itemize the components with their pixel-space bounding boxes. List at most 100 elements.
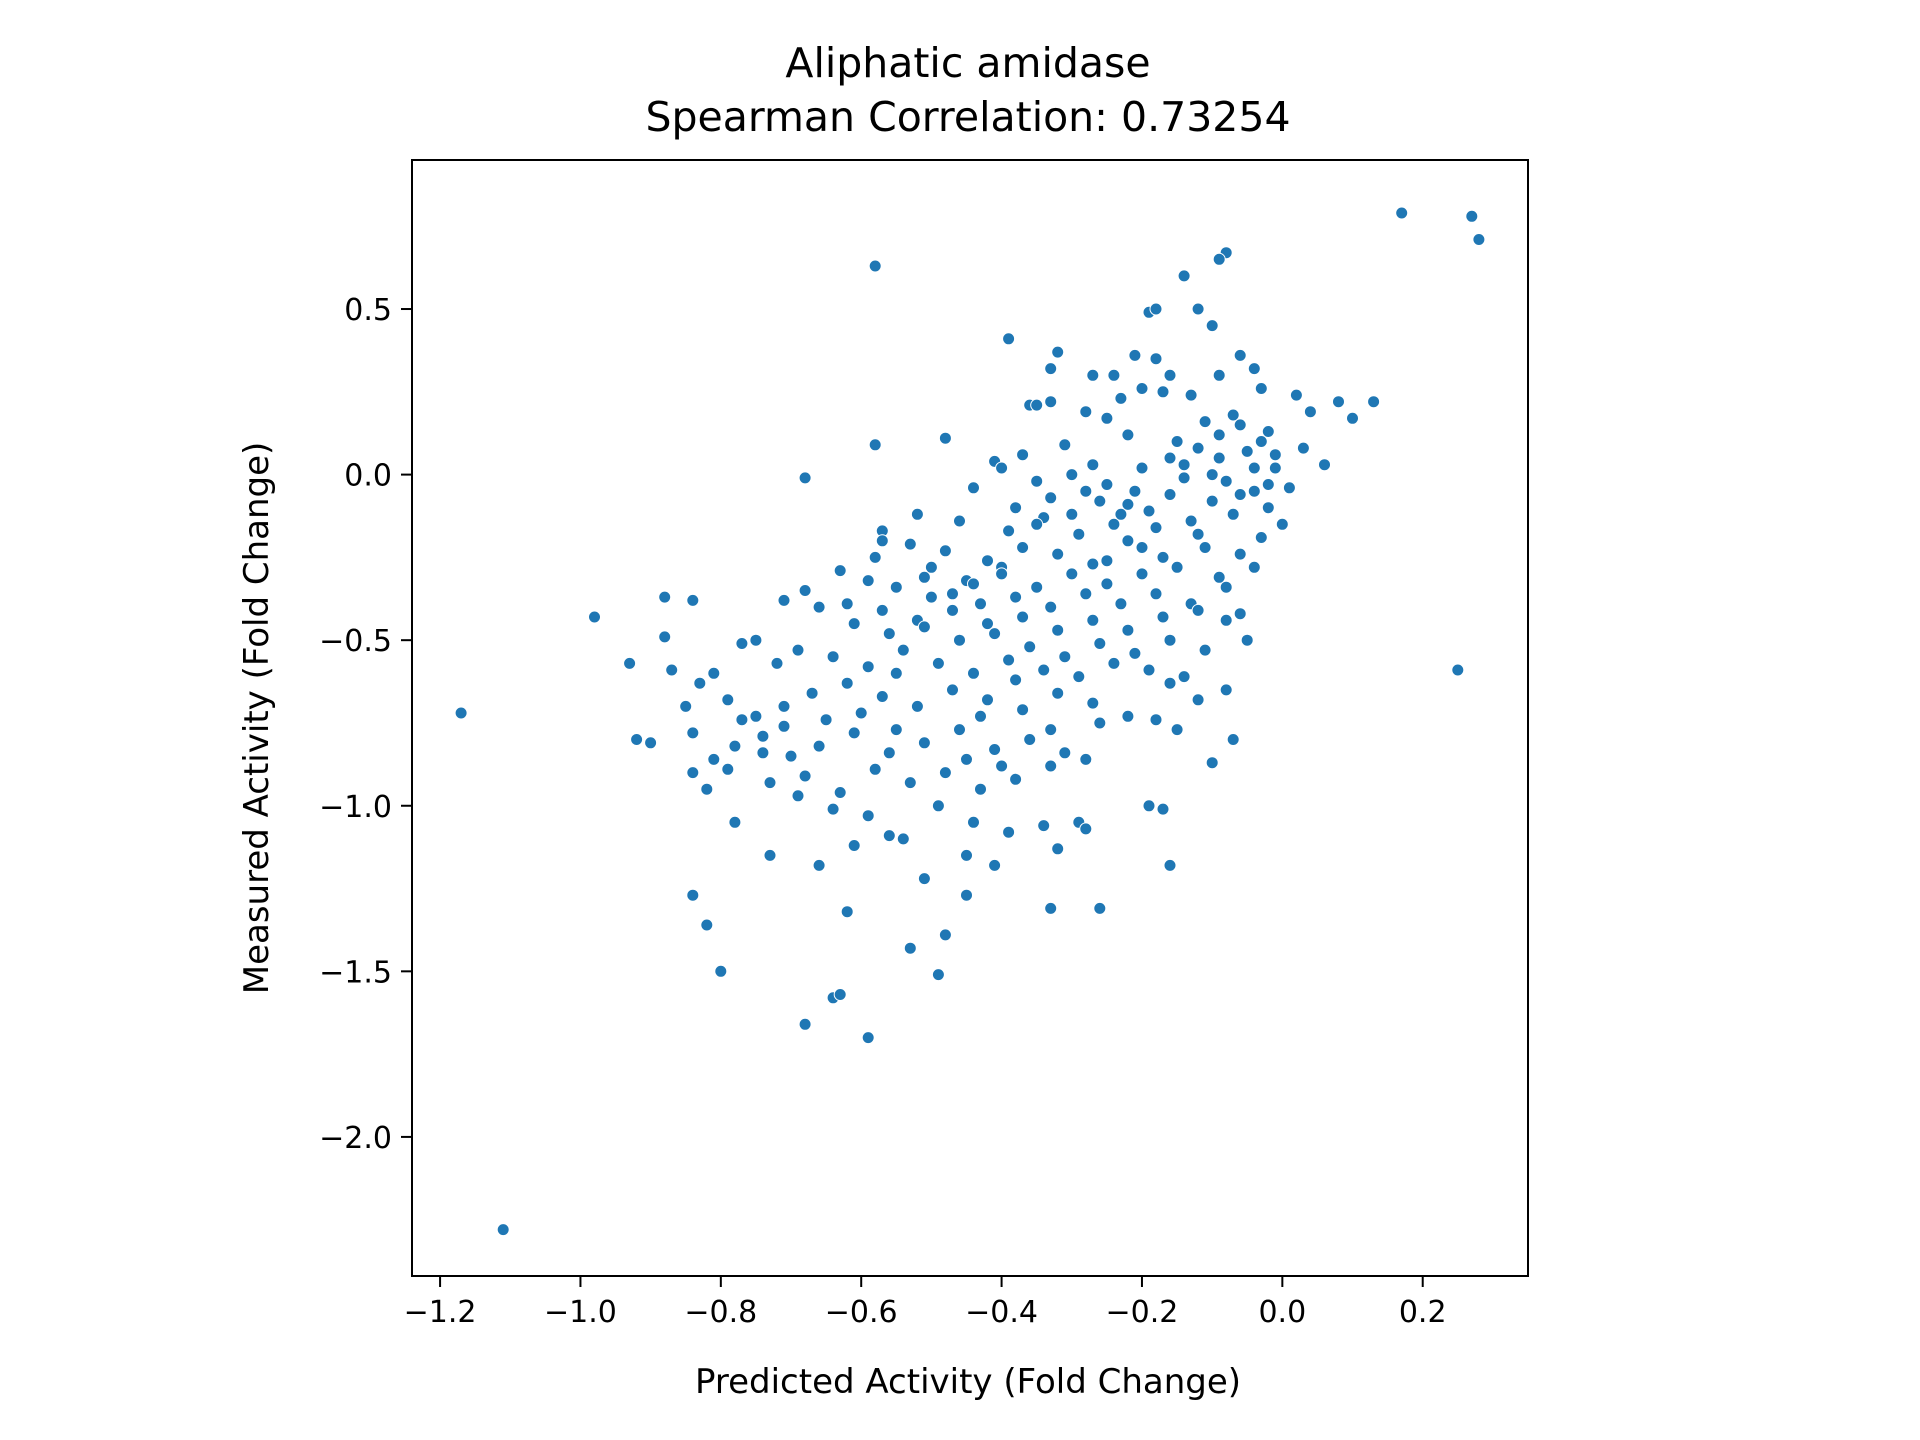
data-point — [1198, 541, 1212, 554]
data-point — [812, 739, 826, 753]
data-point — [1219, 613, 1233, 627]
data-point — [1275, 517, 1289, 531]
data-point — [812, 858, 826, 872]
data-point — [1149, 352, 1163, 366]
x-tick-label: −0.4 — [965, 1295, 1038, 1330]
data-point — [1142, 663, 1156, 677]
data-point — [1163, 451, 1177, 465]
data-point — [770, 656, 784, 670]
data-point — [1149, 302, 1163, 316]
data-point — [974, 709, 987, 723]
data-point — [735, 713, 749, 727]
data-point — [1170, 723, 1184, 737]
data-point — [1044, 759, 1058, 773]
data-point — [1079, 405, 1093, 419]
data-point — [1261, 425, 1275, 438]
data-point — [1030, 517, 1044, 531]
x-tick-label: 0.2 — [1399, 1295, 1447, 1330]
data-point — [861, 1031, 875, 1045]
data-point — [840, 905, 854, 919]
data-point — [861, 660, 875, 674]
data-point — [1009, 673, 1023, 687]
data-point — [1226, 733, 1240, 746]
data-point — [588, 610, 601, 624]
data-point — [1079, 587, 1093, 601]
data-point — [826, 802, 840, 816]
data-point — [953, 633, 966, 647]
data-point — [1346, 411, 1359, 425]
data-point — [1086, 696, 1100, 710]
data-point — [882, 829, 896, 843]
data-point — [1395, 206, 1409, 220]
data-point — [988, 858, 1002, 872]
data-point — [756, 729, 770, 743]
data-point — [1254, 382, 1268, 395]
data-point — [1086, 613, 1100, 627]
data-point — [623, 656, 637, 670]
y-tick-label: −1.5 — [319, 955, 392, 990]
data-point — [938, 766, 952, 780]
y-tick-label: 0.0 — [344, 459, 392, 494]
data-point — [1030, 580, 1044, 594]
data-point — [1268, 448, 1282, 462]
data-point — [1093, 637, 1107, 650]
data-point — [1044, 600, 1058, 614]
data-point — [1072, 527, 1086, 541]
data-point — [665, 663, 679, 677]
data-point — [1296, 441, 1310, 455]
data-point — [840, 597, 854, 611]
data-point — [910, 507, 924, 521]
data-point — [967, 481, 980, 495]
data-point — [1219, 580, 1233, 594]
x-axis-ticks: −1.2 −1.0 −0.8 −0.6 −0.4 −0.2 0.0 0.2 — [404, 1276, 1447, 1330]
data-point — [1044, 362, 1058, 376]
data-point — [889, 666, 903, 680]
data-point — [1107, 656, 1121, 670]
data-point — [924, 560, 938, 574]
data-point — [938, 544, 952, 558]
data-point — [1058, 650, 1072, 664]
data-point — [1002, 653, 1016, 667]
data-point — [1212, 451, 1226, 465]
data-point — [1114, 391, 1128, 405]
data-point — [889, 723, 903, 737]
data-point — [981, 693, 994, 707]
data-point — [931, 656, 945, 670]
data-point — [1163, 488, 1177, 501]
data-point — [1044, 723, 1058, 737]
data-point — [1128, 348, 1142, 362]
data-point — [1212, 570, 1226, 584]
data-point — [819, 713, 833, 727]
data-point — [833, 988, 847, 1001]
data-point — [1163, 676, 1177, 690]
data-point — [875, 534, 889, 548]
data-point — [1093, 494, 1107, 508]
data-point — [1009, 501, 1023, 515]
plot-frame — [411, 159, 1529, 1277]
data-point — [946, 683, 959, 697]
data-point — [1219, 683, 1233, 697]
x-tick-label: −1.2 — [404, 1295, 477, 1330]
data-point — [1156, 802, 1170, 816]
data-point — [798, 1017, 812, 1031]
data-point — [1002, 825, 1016, 839]
data-point — [1247, 461, 1261, 475]
data-point — [1023, 640, 1037, 654]
data-point — [1191, 441, 1205, 455]
data-point — [826, 650, 840, 664]
data-point — [812, 600, 826, 614]
data-point — [1044, 901, 1058, 915]
data-point — [1107, 517, 1121, 531]
data-point — [749, 709, 763, 723]
chart-subtitle: Spearman Correlation: 0.73254 — [645, 93, 1290, 141]
data-point — [931, 968, 945, 982]
data-point — [1044, 491, 1058, 505]
data-point — [981, 554, 994, 568]
data-point — [658, 590, 672, 604]
data-point — [1128, 484, 1142, 498]
data-point — [910, 699, 924, 713]
data-point — [1016, 610, 1030, 624]
y-tick-label: −0.5 — [319, 624, 392, 659]
